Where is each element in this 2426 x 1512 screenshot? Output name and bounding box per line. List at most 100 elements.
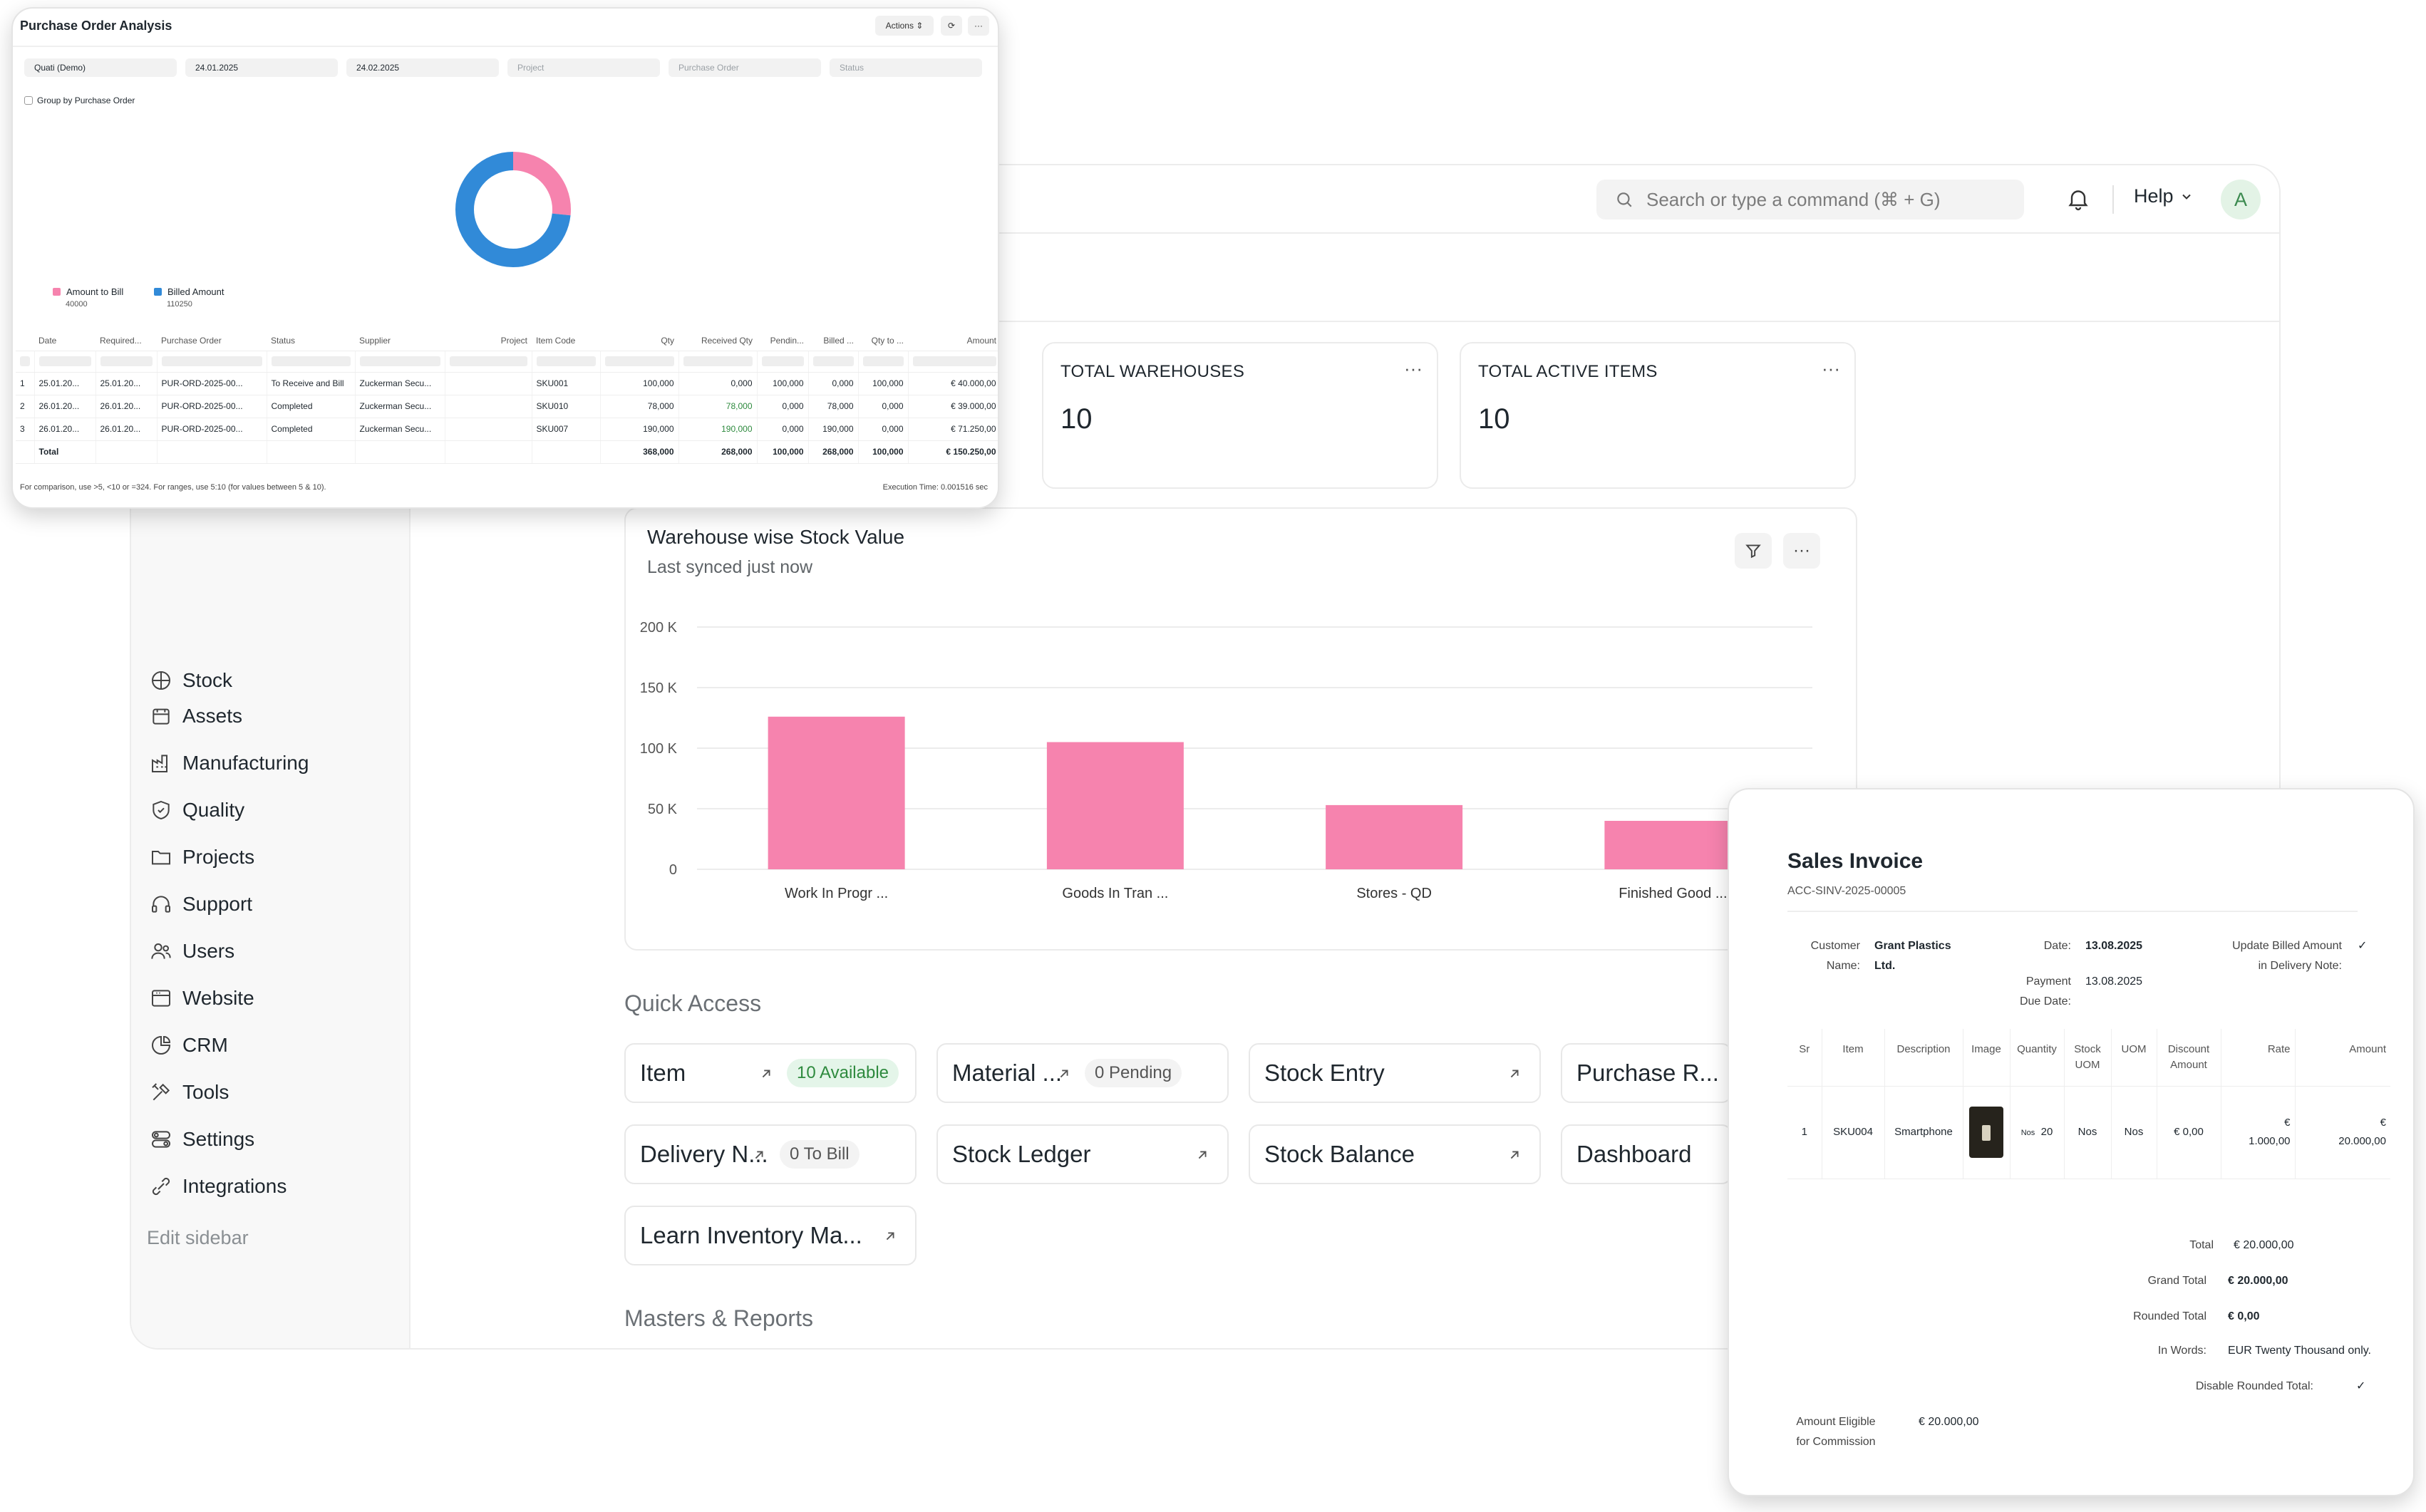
filter-button[interactable]: [1735, 533, 1772, 569]
quick-access-badge: 10 Available: [787, 1059, 899, 1087]
column-filter-input[interactable]: [16, 351, 35, 373]
sidebar-item-stock[interactable]: Stock: [150, 661, 232, 700]
number-card-active-items[interactable]: TOTAL ACTIVE ITEMS 10 ···: [1460, 342, 1856, 489]
column-header[interactable]: Qty to ...: [858, 331, 908, 351]
table-row[interactable]: 3 26.01.20... 26.01.20... PUR-ORD-2025-00..…: [16, 418, 998, 441]
bar[interactable]: [1046, 742, 1184, 870]
column-header[interactable]: Pendin...: [757, 331, 808, 351]
column-filter-input[interactable]: [445, 351, 532, 373]
sidebar-item-manufacturing[interactable]: Manufacturing: [150, 744, 309, 782]
help-dropdown[interactable]: Help: [2134, 185, 2194, 207]
notification-bell-icon[interactable]: [2065, 185, 2091, 212]
sidebar-item-website[interactable]: Website: [150, 979, 254, 1018]
column-filter-input[interactable]: [808, 351, 859, 373]
sidebar-item-tools[interactable]: Tools: [150, 1073, 229, 1112]
column-filter-input[interactable]: [96, 351, 158, 373]
actions-button[interactable]: Actions ⇕: [875, 16, 934, 36]
quick-access-title: Quick Access: [624, 990, 762, 1016]
edit-sidebar-link[interactable]: Edit sidebar: [147, 1227, 249, 1248]
settings-icon: [152, 1131, 170, 1148]
total-row: Total 368,000 268,000 100,000 268,000 100,000…: [16, 440, 998, 464]
column-filter-input[interactable]: [355, 351, 445, 373]
bar[interactable]: [1604, 821, 1742, 869]
column-header[interactable]: Required...: [96, 331, 157, 351]
legend-amount-to-bill: Amount to Bill 40000: [53, 286, 123, 309]
quick-access-label: Stock Balance: [1264, 1141, 1415, 1167]
table-cell: 0,000: [808, 372, 859, 395]
quick-access-item[interactable]: Stock Balance: [1249, 1124, 1541, 1184]
quick-access-item[interactable]: Purchase R...: [1561, 1043, 1732, 1103]
column-filter-input[interactable]: [267, 351, 356, 373]
quick-access-badge: 0 To Bill: [780, 1140, 860, 1169]
checkbox-icon: [24, 96, 33, 105]
column-filter-input[interactable]: [908, 351, 998, 373]
search-bar[interactable]: Search or type a command (⌘ + G): [1596, 180, 2024, 219]
quick-access-item[interactable]: Delivery N... 0 To Bill: [624, 1124, 917, 1184]
status-filter[interactable]: Status: [830, 58, 982, 77]
sidebar-item-support[interactable]: Support: [150, 885, 252, 923]
menu-button[interactable]: ···: [968, 16, 989, 36]
column-filter-input[interactable]: [157, 351, 267, 373]
bar[interactable]: [768, 716, 905, 869]
from-date-filter[interactable]: 24.01.2025: [185, 58, 338, 77]
customer-name-label: Customer Name:: [1810, 940, 1860, 972]
column-filter-input[interactable]: [858, 351, 909, 373]
column-header[interactable]: Amount: [908, 331, 998, 351]
to-date-filter[interactable]: 24.02.2025: [346, 58, 499, 77]
number-card-warehouses[interactable]: TOTAL WAREHOUSES 10 ···: [1042, 342, 1438, 489]
donut-slice[interactable]: [455, 152, 571, 267]
chart-more-button[interactable]: ···: [1783, 533, 1820, 569]
column-filter-input[interactable]: [532, 351, 601, 373]
table-row[interactable]: 2 26.01.20... 26.01.20... PUR-ORD-2025-00..…: [16, 395, 998, 418]
column-header[interactable]: Date: [34, 331, 96, 351]
table-row[interactable]: 1 25.01.20... 25.01.20... PUR-ORD-2025-00..…: [16, 372, 998, 395]
quick-access-item[interactable]: Learn Inventory Ma...: [624, 1206, 917, 1265]
report-header-divider: [13, 46, 998, 47]
execution-time: Execution Time: 0.001516 sec: [882, 483, 988, 492]
column-header[interactable]: Item Code: [532, 331, 600, 351]
column-header[interactable]: Purchase Order: [157, 331, 267, 351]
column-header[interactable]: Billed ...: [808, 331, 858, 351]
arrow-up-right-icon: [886, 1232, 894, 1241]
filter-row: [16, 351, 998, 373]
chevron-up-down-icon: ⇕: [916, 21, 924, 31]
table-cell: 78,000: [678, 395, 758, 418]
refresh-button[interactable]: ⟳: [941, 16, 962, 36]
sidebar-item-projects[interactable]: Projects: [150, 838, 254, 876]
column-header[interactable]: Status: [267, 331, 355, 351]
column-header[interactable]: Project: [445, 331, 532, 351]
table-cell: 0,000: [858, 418, 909, 441]
column-header[interactable]: Supplier: [355, 331, 445, 351]
company-filter[interactable]: Quati (Demo): [24, 58, 177, 77]
column-filter-input[interactable]: [678, 351, 758, 373]
quick-access-item[interactable]: Item 10 Available: [624, 1043, 917, 1103]
chevron-down-icon: [2182, 194, 2191, 200]
sidebar-item-crm[interactable]: CRM: [150, 1026, 228, 1065]
sidebar-item-assets[interactable]: Assets: [150, 697, 242, 735]
column-header[interactable]: Qty: [600, 331, 678, 351]
more-icon[interactable]: ···: [1404, 358, 1423, 379]
column-filter-input[interactable]: [600, 351, 679, 373]
project-filter[interactable]: Project: [507, 58, 660, 77]
sidebar-item-settings[interactable]: Settings: [150, 1120, 254, 1159]
purchase-order-filter[interactable]: Purchase Order: [669, 58, 821, 77]
column-header[interactable]: Received Qty: [678, 331, 757, 351]
sidebar-item-quality[interactable]: Quality: [150, 791, 244, 829]
bar[interactable]: [1326, 804, 1463, 869]
arrow-up-right-icon: [755, 1151, 763, 1159]
more-icon[interactable]: ···: [1822, 358, 1840, 379]
sidebar-item-users[interactable]: Users: [150, 932, 234, 970]
sidebar-item-integrations[interactable]: Integrations: [150, 1167, 287, 1206]
avatar[interactable]: A: [2221, 180, 2261, 219]
sidebar-item-label: Website: [182, 987, 254, 1009]
column-filter-input[interactable]: [34, 351, 96, 373]
quick-access-item[interactable]: Dashboard: [1561, 1124, 1732, 1184]
quick-access-item[interactable]: Stock Ledger: [936, 1124, 1229, 1184]
in-words-label: In Words:: [2157, 1345, 2206, 1357]
quick-access-item[interactable]: Stock Entry: [1249, 1043, 1541, 1103]
group-by-checkbox[interactable]: Group by Purchase Order: [24, 95, 135, 105]
column-filter-input[interactable]: [757, 351, 809, 373]
item-cell: SKU004: [1822, 1086, 1885, 1179]
sidebar-item-label: Assets: [182, 705, 243, 727]
quick-access-item[interactable]: Material ... 0 Pending: [936, 1043, 1229, 1103]
